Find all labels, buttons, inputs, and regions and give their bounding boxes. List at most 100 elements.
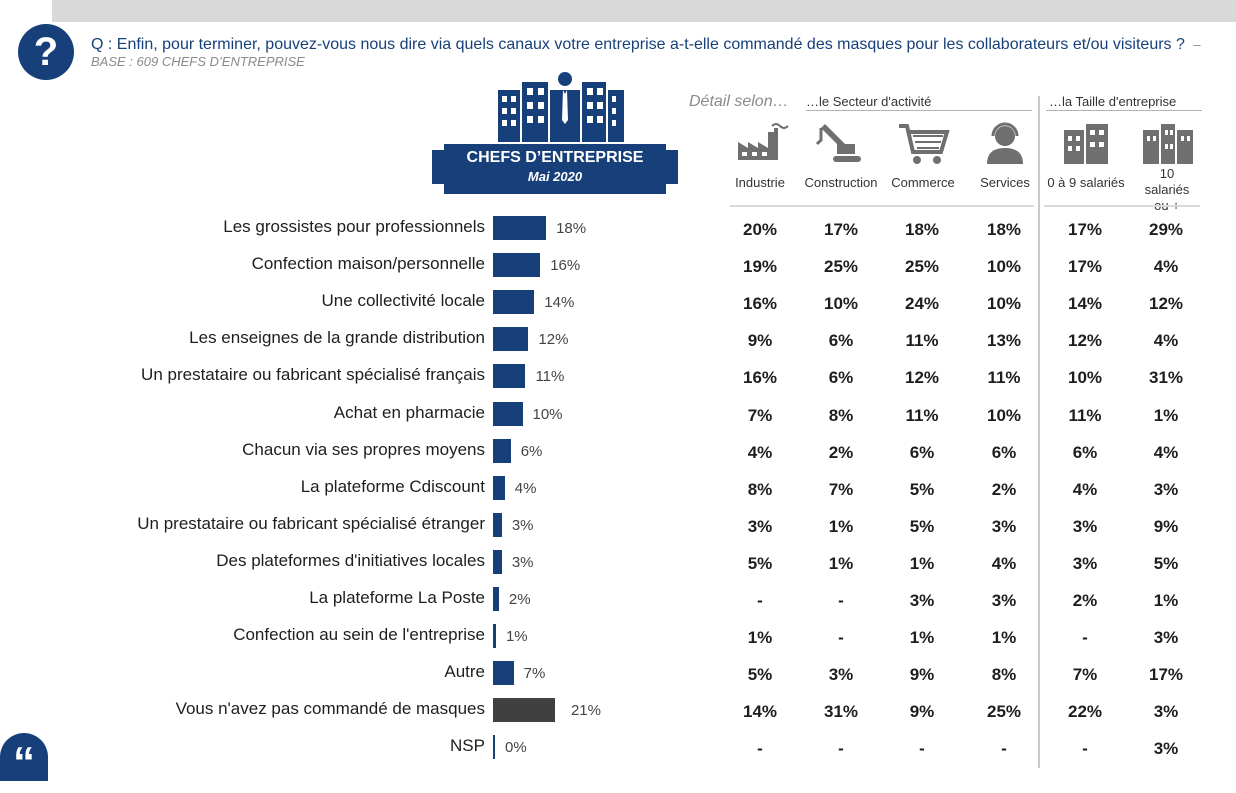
table-cell: 3%: [1153, 628, 1179, 648]
table-cell: 11%: [905, 331, 939, 351]
table-cell: 7%: [747, 405, 773, 425]
table-cell: 8%: [747, 479, 773, 499]
table-cell: 4%: [1153, 442, 1179, 462]
crane-icon: [815, 124, 861, 162]
table-cell: 22%: [1067, 702, 1103, 722]
row-label: Les grossistes pour professionnels: [223, 217, 485, 236]
row-label: La plateforme La Poste: [309, 588, 485, 607]
small-building-icon: [1064, 124, 1108, 164]
table-cell: 6%: [828, 331, 854, 351]
table-cell: 9%: [909, 665, 935, 685]
table-cell: 17%: [1148, 665, 1184, 685]
table-cell: 1%: [909, 553, 935, 573]
table-cell: 5%: [909, 516, 935, 536]
table-cell: 1%: [828, 553, 854, 573]
table-cell: 6%: [828, 368, 854, 388]
table-cell: 8%: [991, 665, 1017, 685]
row-label: Confection au sein de l'entreprise: [233, 625, 485, 645]
table-cell: 25%: [986, 702, 1022, 722]
bar: [493, 438, 511, 463]
bar-value-label: 16%: [550, 257, 581, 275]
question-text: Q : Enfin, pour terminer, pouvez-vous no…: [91, 36, 1236, 70]
bar-value-label: 6%: [520, 442, 543, 460]
table-cell: 10%: [1067, 368, 1103, 388]
table-cell: 16%: [742, 294, 778, 314]
table-cell: 8%: [828, 405, 854, 425]
detail-header: Détail selon…: [689, 93, 789, 110]
table-cell: 3%: [828, 665, 854, 685]
row-label: Achat en pharmacie: [333, 402, 485, 422]
column-label-commerce: Commerce: [891, 175, 955, 190]
table-cell: 7%: [1072, 665, 1098, 685]
table-cell: 9%: [909, 702, 935, 722]
table-cell: 25%: [823, 257, 859, 277]
table-cell: 9%: [747, 331, 773, 351]
bar: [493, 698, 555, 723]
row-label: La plateforme Cdiscount: [300, 476, 485, 496]
bar-value-label: 7%: [523, 665, 546, 683]
bar-value-label: 21%: [570, 702, 601, 720]
bar-value-label: 4%: [514, 479, 537, 497]
table-cell: -: [1082, 739, 1088, 759]
question-icon: ?: [18, 24, 74, 80]
table-cell: -: [838, 591, 844, 610]
column-label-industrie: Industrie: [735, 175, 785, 190]
column-header-divider-size: [1044, 205, 1200, 207]
row-label: Confection maison/personnelle: [251, 254, 485, 274]
bar-value-label: 0%: [505, 739, 527, 757]
column-label-services: Services: [980, 175, 1030, 190]
table-cell: -: [838, 628, 844, 648]
table-cell: 11%: [1068, 405, 1102, 425]
table-cell: 9%: [1153, 516, 1179, 536]
table-cell: 4%: [1153, 257, 1179, 277]
bar: [493, 253, 541, 278]
ribbon-title: CHEFS D’ENTREPRISE: [466, 149, 644, 166]
bar-value-label: 11%: [535, 368, 565, 386]
row-label: Un prestataire ou fabricant spécialisé é…: [137, 513, 485, 533]
table-cell: 4%: [1072, 479, 1098, 499]
table-cell: 1%: [828, 516, 854, 536]
table-cell: 31%: [1148, 368, 1184, 388]
column-header-divider: [730, 205, 1034, 207]
row-label: NSP: [450, 736, 485, 756]
bar-value-label: 18%: [556, 220, 587, 237]
bar: [493, 327, 529, 352]
bar-value-label: 2%: [508, 591, 531, 608]
table-cell: 3%: [909, 591, 935, 610]
table-cell: 7%: [828, 479, 854, 499]
table-cell: 17%: [823, 220, 859, 239]
table-cell: 6%: [1072, 442, 1098, 462]
table-cell: 1%: [747, 628, 773, 648]
bar: [493, 624, 496, 649]
table-cell: 4%: [991, 553, 1017, 573]
table-cell: 10%: [986, 294, 1022, 314]
table-cell: -: [757, 739, 763, 759]
table-cell: 10%: [986, 405, 1022, 425]
sector-header: …le Secteur d'activité: [806, 94, 932, 109]
table-cell: 24%: [904, 294, 940, 314]
table-cell: 1%: [1153, 405, 1179, 425]
size-header: …la Taille d'entreprise: [1049, 94, 1177, 109]
table-cell: 3%: [1153, 702, 1179, 722]
table-cell: 14%: [1067, 294, 1103, 314]
bar-value-label: 1%: [505, 628, 528, 646]
row-label: Chacun via ses propres moyens: [242, 439, 485, 459]
size-header-line: [1046, 110, 1202, 111]
bar-value-label: 10%: [532, 405, 563, 423]
table-cell: -: [1001, 739, 1007, 759]
bar: [493, 735, 495, 760]
bar-value-label: 12%: [538, 331, 569, 349]
table-cell: 1%: [1153, 591, 1179, 610]
table-cell: 4%: [1153, 331, 1179, 351]
row-label: Des plateformes d'initiatives locales: [216, 550, 485, 570]
bar: [493, 216, 547, 240]
column-label-small: 0 à 9 salariés: [1047, 175, 1125, 190]
table-cell: 20%: [742, 220, 778, 239]
ribbon-date: Mai 2020: [527, 169, 583, 184]
table-cell: 17%: [1067, 257, 1103, 277]
table-cell: 14%: [742, 702, 778, 722]
table-cell: 3%: [991, 591, 1017, 610]
bar: [493, 475, 505, 500]
bar: [493, 549, 502, 574]
headset-person-icon: [987, 122, 1023, 164]
